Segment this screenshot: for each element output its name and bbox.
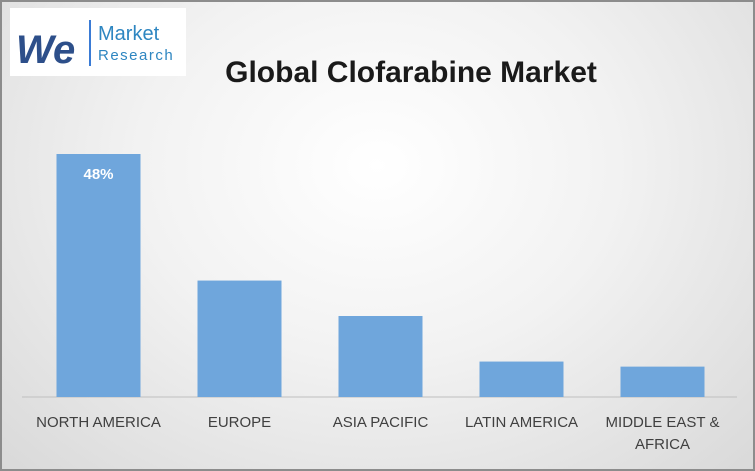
bar <box>197 280 282 397</box>
logo-mark: We <box>16 28 75 72</box>
bar <box>620 366 705 397</box>
bar <box>479 361 564 397</box>
x-tick-label: EUROPE <box>207 414 272 431</box>
logo-graphic: We Market Research <box>16 20 174 72</box>
x-tick-label: NORTH AMERICA <box>36 414 161 431</box>
bar <box>56 154 141 397</box>
bar <box>338 316 423 397</box>
x-tick-label: ASIA PACIFIC <box>332 414 429 431</box>
chart-title: Global Clofarabine Market <box>225 56 597 89</box>
data-label: 48% <box>83 166 113 183</box>
logo: We Market Research <box>10 8 186 76</box>
x-tick-label: LATIN AMERICA <box>464 414 579 431</box>
logo-line2: Research <box>98 47 174 64</box>
logo-line1: Market <box>98 23 160 45</box>
x-tick-label: MIDDLE EAST & AFRICA <box>605 414 720 453</box>
